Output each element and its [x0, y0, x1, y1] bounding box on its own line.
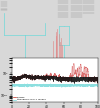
Legend: E_ENDF, PRESENCE FOULS LEVELS: E_ENDF, PRESENCE FOULS LEVELS — [13, 96, 46, 100]
